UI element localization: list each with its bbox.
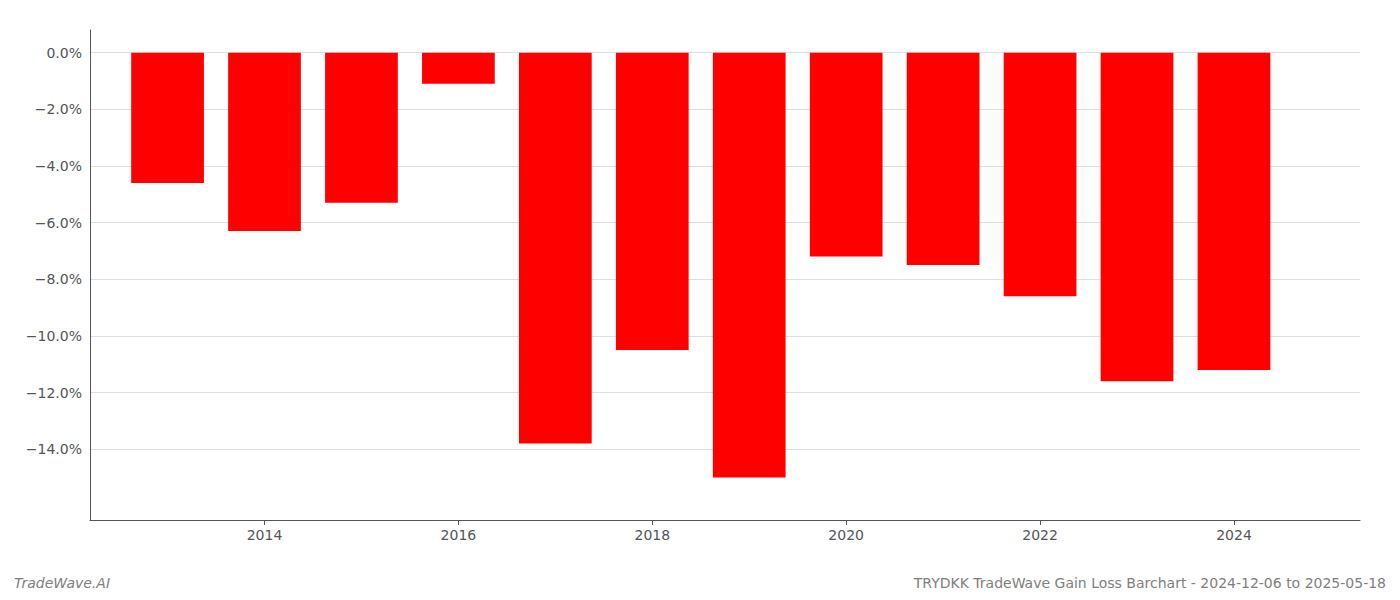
svg-text:TradeWave.AI: TradeWave.AI [14, 575, 110, 591]
svg-text:2020: 2020 [828, 527, 864, 543]
svg-text:2022: 2022 [1022, 527, 1058, 543]
svg-text:2024: 2024 [1216, 527, 1252, 543]
svg-text:0.0%: 0.0% [46, 45, 82, 61]
svg-text:−10.0%: −10.0% [26, 328, 82, 344]
svg-text:−8.0%: −8.0% [35, 271, 82, 287]
svg-text:TRYDKK TradeWave Gain Loss Bar: TRYDKK TradeWave Gain Loss Barchart - 20… [913, 575, 1386, 591]
svg-text:2018: 2018 [634, 527, 670, 543]
svg-text:−4.0%: −4.0% [35, 158, 82, 174]
svg-text:−6.0%: −6.0% [35, 215, 82, 231]
svg-text:2016: 2016 [441, 527, 477, 543]
svg-text:−2.0%: −2.0% [35, 101, 82, 117]
svg-text:2014: 2014 [247, 527, 283, 543]
svg-text:−12.0%: −12.0% [26, 385, 82, 401]
svg-text:−14.0%: −14.0% [26, 441, 82, 457]
